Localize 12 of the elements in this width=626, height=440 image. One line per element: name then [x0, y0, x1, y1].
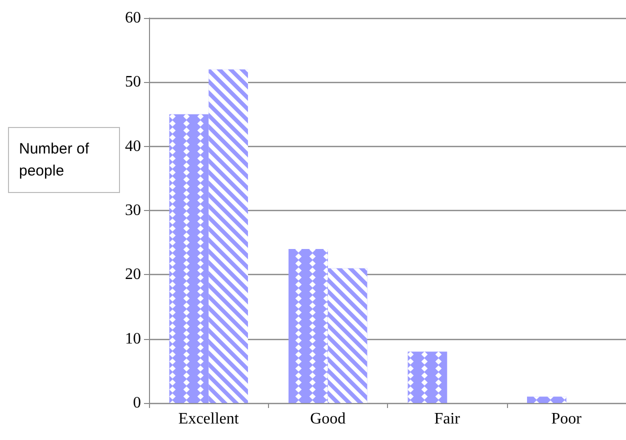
y-tick-label: 20 — [125, 266, 141, 284]
y-tick-label: 10 — [125, 330, 141, 348]
y-tick-label: 60 — [125, 10, 141, 26]
x-tick-label: Poor — [551, 410, 582, 428]
x-tick-label: Good — [310, 410, 346, 428]
y-tick-label: 0 — [133, 394, 141, 412]
x-tick-label: Excellent — [178, 410, 240, 428]
y-tick-label: 30 — [125, 202, 141, 219]
y-tick-label: 40 — [125, 138, 141, 155]
x-tick-label: Fair — [434, 410, 461, 428]
y-axis-title: Number of people — [19, 140, 94, 180]
y-tick-label: 50 — [125, 74, 141, 91]
